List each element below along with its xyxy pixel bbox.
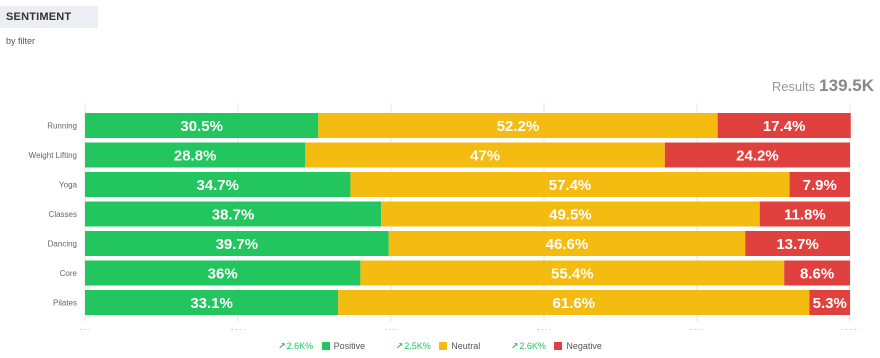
category-label: Running [47, 122, 77, 131]
data-label: 13.7% [776, 236, 819, 253]
data-label: 38.7% [212, 207, 255, 224]
data-label: 8.6% [800, 266, 834, 283]
bar-segment-positive [85, 260, 361, 286]
bar-segment-negative [745, 231, 850, 256]
bar-segment-neutral [305, 142, 665, 168]
data-label: 11.8% [784, 207, 826, 224]
legend-label-negative: Negative [566, 341, 602, 351]
chart-title: SENTIMENT [0, 6, 98, 28]
data-label: 24.2% [736, 148, 779, 165]
data-label: 7.9% [803, 177, 837, 194]
bar-segment-negative [809, 290, 850, 315]
bar-segment-positive [85, 172, 351, 197]
bar-segment-neutral [318, 113, 718, 138]
legend-trend-negative: 2.6K% [519, 341, 546, 351]
legend-swatch-neutral [439, 342, 448, 350]
legend-item-positive[interactable]: ↗2.6K% Positive [278, 341, 365, 352]
legend-swatch-positive [321, 342, 330, 350]
legend-swatch-negative [554, 342, 563, 350]
x-tick-label: 20% [230, 329, 246, 331]
chart-legend: ↗2.6K% Positive ↗2.5K% Neutral ↗2.6K% Ne… [0, 341, 880, 352]
bar-segment-neutral [350, 172, 790, 197]
bar-segment-neutral [381, 201, 760, 227]
legend-trend-neutral: 2.5K% [404, 341, 431, 351]
x-tick-label: 100% [840, 329, 860, 331]
data-label: 57.4% [549, 177, 592, 194]
trend-up-icon: ↗2.6K% [278, 341, 314, 351]
bar-segment-neutral [338, 290, 810, 315]
bar-segment-negative [789, 172, 850, 197]
legend-item-neutral[interactable]: ↗2.5K% Neutral [396, 341, 481, 352]
data-label: 17.4% [763, 118, 806, 135]
category-label: Core [60, 269, 78, 278]
data-label: 30.5% [180, 118, 223, 135]
chart-subtitle: by filter [6, 36, 36, 46]
bar-segment-negative [664, 142, 850, 168]
data-label: 34.7% [196, 177, 239, 194]
trend-up-icon: ↗2.6K% [510, 341, 546, 351]
legend-item-negative[interactable]: ↗2.6K% Negative [511, 341, 602, 352]
bar-segment-positive [85, 231, 389, 256]
trend-up-icon: ↗2.5K% [395, 341, 431, 351]
category-label: Yoga [59, 181, 78, 190]
bar-segment-positive [85, 113, 319, 138]
bar-segment-positive [85, 290, 339, 315]
data-label: 33.1% [190, 295, 233, 312]
data-label: 52.2% [497, 118, 540, 135]
data-label: 49.5% [549, 207, 592, 224]
data-label: 5.3% [813, 295, 847, 312]
sentiment-chart: 0% 20% 40% 60% 80% 100% Running 30.5% 52.2% 17.4%… [29, 103, 860, 331]
category-label: Weight Lifting [29, 151, 77, 160]
data-label: 61.6% [553, 295, 596, 312]
bar-segment-positive [85, 201, 382, 227]
category-label: Pilates [53, 299, 77, 308]
x-tick-label: 80% [689, 329, 705, 331]
legend-label-positive: Positive [333, 341, 366, 351]
x-tick-label: 60% [536, 329, 552, 331]
results-value: 139.5K [819, 76, 874, 95]
bar-segment-negative [717, 113, 851, 138]
data-label: 28.8% [174, 148, 217, 165]
legend-trend-positive: 2.6K% [286, 341, 314, 351]
category-label: Dancing [48, 240, 77, 249]
data-label: 47% [470, 148, 500, 165]
category-label: Classes [49, 210, 77, 219]
bar-segment-negative [759, 201, 850, 227]
bar-segment-positive [85, 142, 306, 168]
data-label: 36% [208, 266, 238, 283]
results-summary: Results 139.5K [772, 76, 874, 96]
bar-segment-neutral [360, 260, 785, 286]
results-label: Results [771, 79, 816, 94]
data-label: 39.7% [216, 236, 259, 253]
bar-segment-negative [784, 260, 850, 286]
x-tick-label: 40% [383, 329, 399, 331]
data-label: 46.6% [546, 236, 589, 253]
x-tick-label: 0% [79, 329, 91, 331]
legend-label-neutral: Neutral [451, 341, 481, 351]
bar-segment-neutral [388, 231, 746, 256]
data-label: 55.4% [551, 266, 594, 283]
